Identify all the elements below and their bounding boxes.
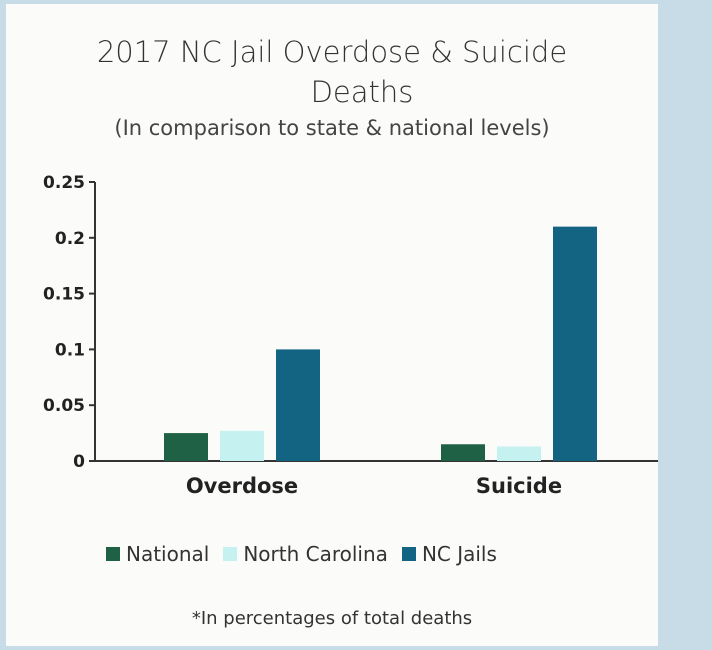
chart-title-line-2: Deaths [310,75,414,109]
footnote: *In percentages of total deaths [191,608,473,629]
chart-subtitle: (In comparison to state & national level… [114,116,550,140]
x-category-label: Overdose [186,474,298,498]
legend-item-north-carolina: North Carolina [223,542,388,566]
y-tick-label: 0.15 [43,285,85,305]
legend-label-nc-jails: NC Jails [421,542,497,566]
chart-title: 2017 NC Jail Overdose & Suicide Deaths [6,32,658,112]
legend-item-national: National [106,542,209,566]
bar-north-carolina-suicide [497,446,541,461]
y-tick-label: 0.2 [55,229,85,249]
legend: National North Carolina NC Jails [106,542,497,566]
bar-nc-jails-overdose [276,349,320,461]
bar-chart: 0 0.05 0.1 0.15 0.2 0.25 Overdose Suicide [43,173,658,498]
legend-swatch-north-carolina [223,547,238,561]
chart-title-line-1: 2017 NC Jail Overdose & Suicide [96,35,568,69]
legend-swatch-national [106,547,120,561]
bar-nc-jails-suicide [553,226,597,461]
legend-label-north-carolina: North Carolina [243,542,388,566]
y-tick-label: 0.25 [43,173,85,193]
y-tick-label: 0.05 [43,396,85,416]
y-tick-label: 0.1 [55,340,85,360]
y-tick-label: 0 [73,452,85,472]
chart-card: 2017 NC Jail Overdose & Suicide Deaths (… [6,4,658,646]
legend-item-nc-jails: NC Jails [401,542,497,566]
x-category-label: Suicide [476,474,562,498]
bar-north-carolina-overdose [220,430,264,461]
bar-national-suicide [441,444,485,461]
legend-swatch-nc-jails [401,547,416,561]
bar-national-overdose [164,433,208,461]
legend-label-national: National [126,542,210,566]
